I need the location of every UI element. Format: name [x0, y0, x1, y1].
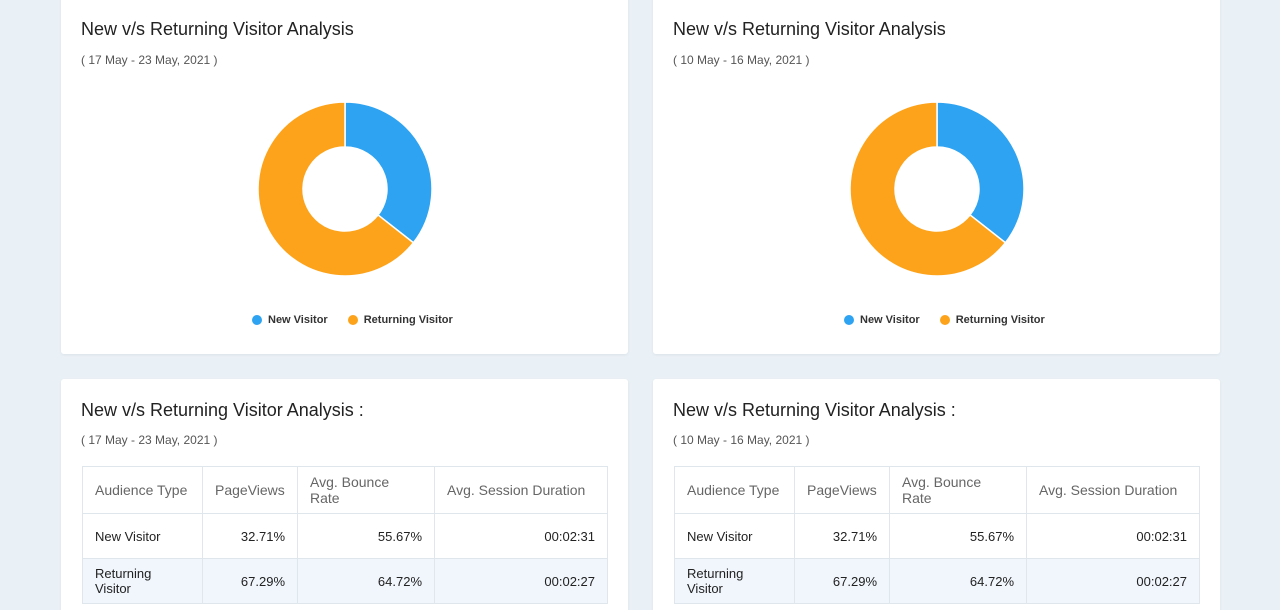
column-header: Audience Type — [82, 466, 203, 514]
pie-slice-returning-visitor[interactable] — [849, 101, 1007, 277]
table-cell: 32.71% — [794, 513, 890, 559]
legend-dot — [252, 315, 262, 325]
column-header: PageViews — [794, 466, 890, 514]
table-cell: 00:02:31 — [434, 513, 608, 559]
legend-dot — [347, 315, 358, 325]
visitor-table: Audience Type PageViews Avg. Bounce Rate… — [674, 466, 1200, 604]
table-card-1: New v/s Returning Visitor Analysis : ( 1… — [61, 379, 628, 610]
pie-slice-returning-visitor[interactable] — [257, 101, 415, 277]
table-cell: 00:02:27 — [1026, 558, 1200, 604]
legend-label: New Visitor — [268, 314, 328, 326]
chart-legend: New Visitor Returning Visitor — [844, 314, 1045, 326]
pie-slice-new-visitor[interactable] — [344, 101, 433, 244]
table-header-row: Audience Type PageViews Avg. Bounce Rate… — [674, 466, 1200, 514]
table-cell: 64.72% — [297, 558, 435, 604]
chart-legend: New Visitor Returning Visitor — [252, 314, 453, 326]
table-cell: 55.67% — [889, 513, 1027, 559]
donut-chart — [257, 101, 433, 277]
table-row: Returning Visitor 67.29% 64.72% 00:02:27 — [82, 558, 608, 604]
column-header: Avg. Bounce Rate — [297, 466, 435, 514]
card-subtitle: ( 17 May - 23 May, 2021 ) — [81, 53, 218, 67]
pie-slice-new-visitor[interactable] — [936, 101, 1025, 244]
table-cell: 00:02:31 — [1026, 513, 1200, 559]
card-title: New v/s Returning Visitor Analysis — [81, 19, 354, 39]
column-header: Avg. Session Duration — [434, 466, 608, 514]
card-title: New v/s Returning Visitor Analysis — [673, 19, 946, 39]
column-header: PageViews — [202, 466, 298, 514]
card-subtitle: ( 10 May - 16 May, 2021 ) — [673, 433, 810, 447]
table-card-2: New v/s Returning Visitor Analysis : ( 1… — [653, 379, 1220, 610]
donut-chart — [849, 101, 1025, 277]
legend-dot — [939, 315, 950, 325]
column-header: Avg. Bounce Rate — [889, 466, 1027, 514]
legend-item-returning-visitor[interactable]: Returning Visitor — [347, 314, 453, 326]
table-cell: 00:02:27 — [434, 558, 608, 604]
column-header: Audience Type — [674, 466, 795, 514]
legend-item-new-visitor[interactable]: New Visitor — [252, 314, 328, 326]
table-cell: 64.72% — [889, 558, 1027, 604]
table-cell: 67.29% — [794, 558, 890, 604]
table-row: Returning Visitor 67.29% 64.72% 00:02:27 — [674, 558, 1200, 604]
table-cell: New Visitor — [674, 513, 795, 559]
card-subtitle: ( 17 May - 23 May, 2021 ) — [81, 433, 218, 447]
card-subtitle: ( 10 May - 16 May, 2021 ) — [673, 53, 810, 67]
legend-item-returning-visitor[interactable]: Returning Visitor — [939, 314, 1045, 326]
legend-item-new-visitor[interactable]: New Visitor — [844, 314, 920, 326]
table-cell: 67.29% — [202, 558, 298, 604]
table-cell: 32.71% — [202, 513, 298, 559]
card-title: New v/s Returning Visitor Analysis : — [81, 400, 364, 420]
table-cell: New Visitor — [82, 513, 203, 559]
table-header-row: Audience Type PageViews Avg. Bounce Rate… — [82, 466, 608, 514]
table-row: New Visitor 32.71% 55.67% 00:02:31 — [674, 513, 1200, 559]
table-cell: Returning Visitor — [674, 558, 795, 604]
table-cell: 55.67% — [297, 513, 435, 559]
legend-dot — [844, 315, 854, 325]
chart-card-2: New v/s Returning Visitor Analysis ( 10 … — [653, 0, 1220, 354]
legend-label: New Visitor — [860, 314, 920, 326]
visitor-table: Audience Type PageViews Avg. Bounce Rate… — [82, 466, 608, 604]
table-cell: Returning Visitor — [82, 558, 203, 604]
card-title: New v/s Returning Visitor Analysis : — [673, 400, 956, 420]
chart-card-1: New v/s Returning Visitor Analysis ( 17 … — [61, 0, 628, 354]
table-row: New Visitor 32.71% 55.67% 00:02:31 — [82, 513, 608, 559]
legend-label: Returning Visitor — [955, 314, 1045, 326]
legend-label: Returning Visitor — [363, 314, 453, 326]
column-header: Avg. Session Duration — [1026, 466, 1200, 514]
